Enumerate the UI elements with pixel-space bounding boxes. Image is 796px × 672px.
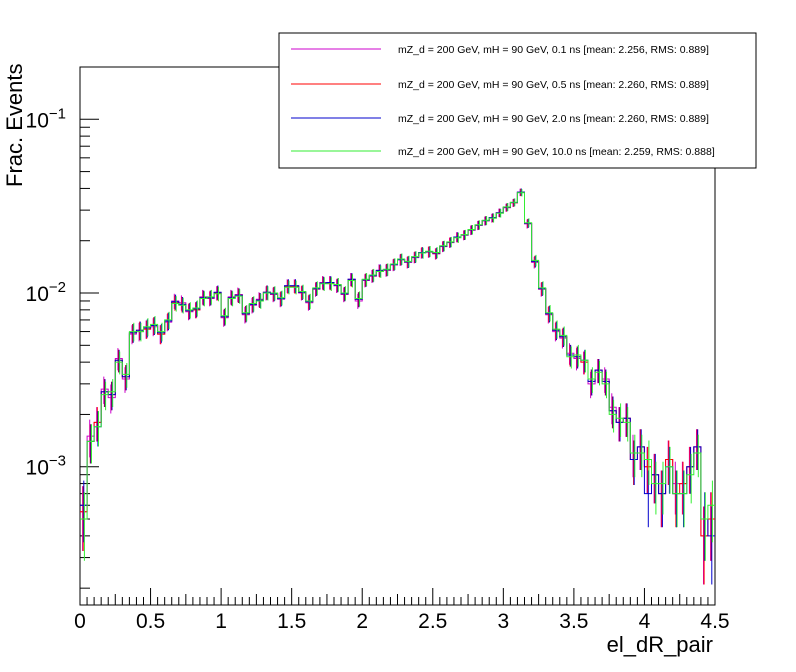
series-1 (80, 188, 715, 585)
x-tick-label: 2 (356, 610, 368, 633)
x-axis-title: el_dR_pair (607, 632, 713, 657)
x-tick-label: 3.5 (559, 610, 588, 633)
x-tick-label: 1.5 (277, 610, 306, 633)
series-step-line (80, 191, 715, 537)
y-axis-title: Frac. Events (2, 64, 27, 187)
legend-entry: mZ_d = 200 GeV, mH = 90 GeV, 2.0 ns [mea… (291, 113, 709, 125)
x-tick-labels: 0 0.5 1 1.5 2 2.5 3 3.5 4 4.5 (74, 610, 729, 633)
x-tick-label: 3 (497, 610, 509, 633)
y-tick-label: 10−3 (26, 453, 66, 480)
x-tick-label: 4 (639, 610, 651, 633)
x-tick-label: 0.5 (136, 610, 165, 633)
y-tick-label: 10−2 (26, 279, 66, 306)
x-tick-label: 4.5 (700, 610, 729, 633)
series-step-line (80, 191, 715, 537)
series-2 (80, 188, 715, 585)
legend-label: mZ_d = 200 GeV, mH = 90 GeV, 2.0 ns [mea… (398, 113, 709, 125)
legend-box (278, 32, 757, 169)
series-step-line (80, 192, 715, 520)
x-tick-label: 1 (215, 610, 227, 633)
legend-label: mZ_d = 200 GeV, mH = 90 GeV, 0.5 ns [mea… (398, 79, 709, 91)
legend: mZ_d = 200 GeV, mH = 90 GeV, 0.1 ns [mea… (278, 32, 757, 169)
legend-label: mZ_d = 200 GeV, mH = 90 GeV, 10.0 ns [me… (398, 146, 715, 158)
x-tick-label: 2.5 (418, 610, 447, 633)
series-layer (80, 188, 715, 585)
legend-entry: mZ_d = 200 GeV, mH = 90 GeV, 0.5 ns [mea… (291, 79, 709, 91)
y-tick-labels: 10−3 10−2 10−1 (26, 105, 66, 479)
axis-ticks (79, 66, 716, 605)
series-step-line (80, 191, 715, 537)
x-tick-label: 0 (74, 610, 86, 633)
series-3 (80, 189, 715, 561)
series-0 (80, 188, 715, 585)
legend-entry: mZ_d = 200 GeV, mH = 90 GeV, 10.0 ns [me… (291, 146, 715, 158)
legend-label: mZ_d = 200 GeV, mH = 90 GeV, 0.1 ns [mea… (398, 44, 709, 56)
y-tick-label: 10−1 (26, 105, 66, 132)
legend-entry: mZ_d = 200 GeV, mH = 90 GeV, 0.1 ns [mea… (291, 44, 709, 56)
